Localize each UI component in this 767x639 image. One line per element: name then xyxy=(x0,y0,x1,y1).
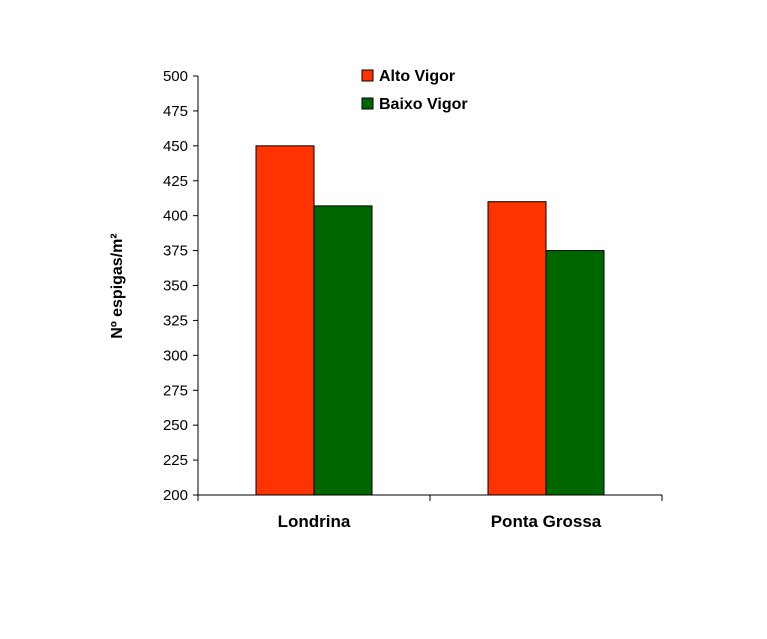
y-tick-label: 250 xyxy=(163,417,188,434)
legend-label: Alto Vigor xyxy=(379,68,455,85)
bar-baixo-vigor-1 xyxy=(545,250,605,496)
y-tick-label: 200 xyxy=(163,487,188,504)
y-tick-label: 225 xyxy=(163,452,188,469)
y-tick-label: 425 xyxy=(163,173,188,190)
legend: Alto Vigor Baixo Vigor xyxy=(361,68,468,113)
x-category-label: Ponta Grossa xyxy=(491,512,602,531)
legend-swatch xyxy=(361,69,374,82)
y-tick-label: 500 xyxy=(163,68,188,85)
y-tick-label: 375 xyxy=(163,243,188,260)
y-tick-label: 325 xyxy=(163,312,188,329)
category-labels: Londrina Ponta Grossa xyxy=(278,512,602,531)
y-tick-label: 275 xyxy=(163,382,188,399)
legend-label: Baixo Vigor xyxy=(379,96,468,113)
x-category-label: Londrina xyxy=(278,512,351,531)
y-axis-title-group: Nº espigas/m² xyxy=(109,233,126,338)
y-tick-label: 475 xyxy=(163,103,188,120)
y-tick-label: 450 xyxy=(163,138,188,155)
axes xyxy=(197,76,663,501)
y-ticks: 200 225 250 275 300 325 350 375 400 425 450 475 500 xyxy=(163,68,198,504)
legend-swatch xyxy=(361,97,374,110)
bar-baixo-vigor-0 xyxy=(313,205,373,496)
bar-alto-vigor-1 xyxy=(487,201,547,496)
bars xyxy=(255,145,605,496)
y-tick-label: 400 xyxy=(163,208,188,225)
bar-alto-vigor-0 xyxy=(255,145,315,496)
y-tick-label: 300 xyxy=(163,347,188,364)
y-axis-title: Nº espigas/m² xyxy=(109,233,126,338)
y-tick-label: 350 xyxy=(163,278,188,295)
